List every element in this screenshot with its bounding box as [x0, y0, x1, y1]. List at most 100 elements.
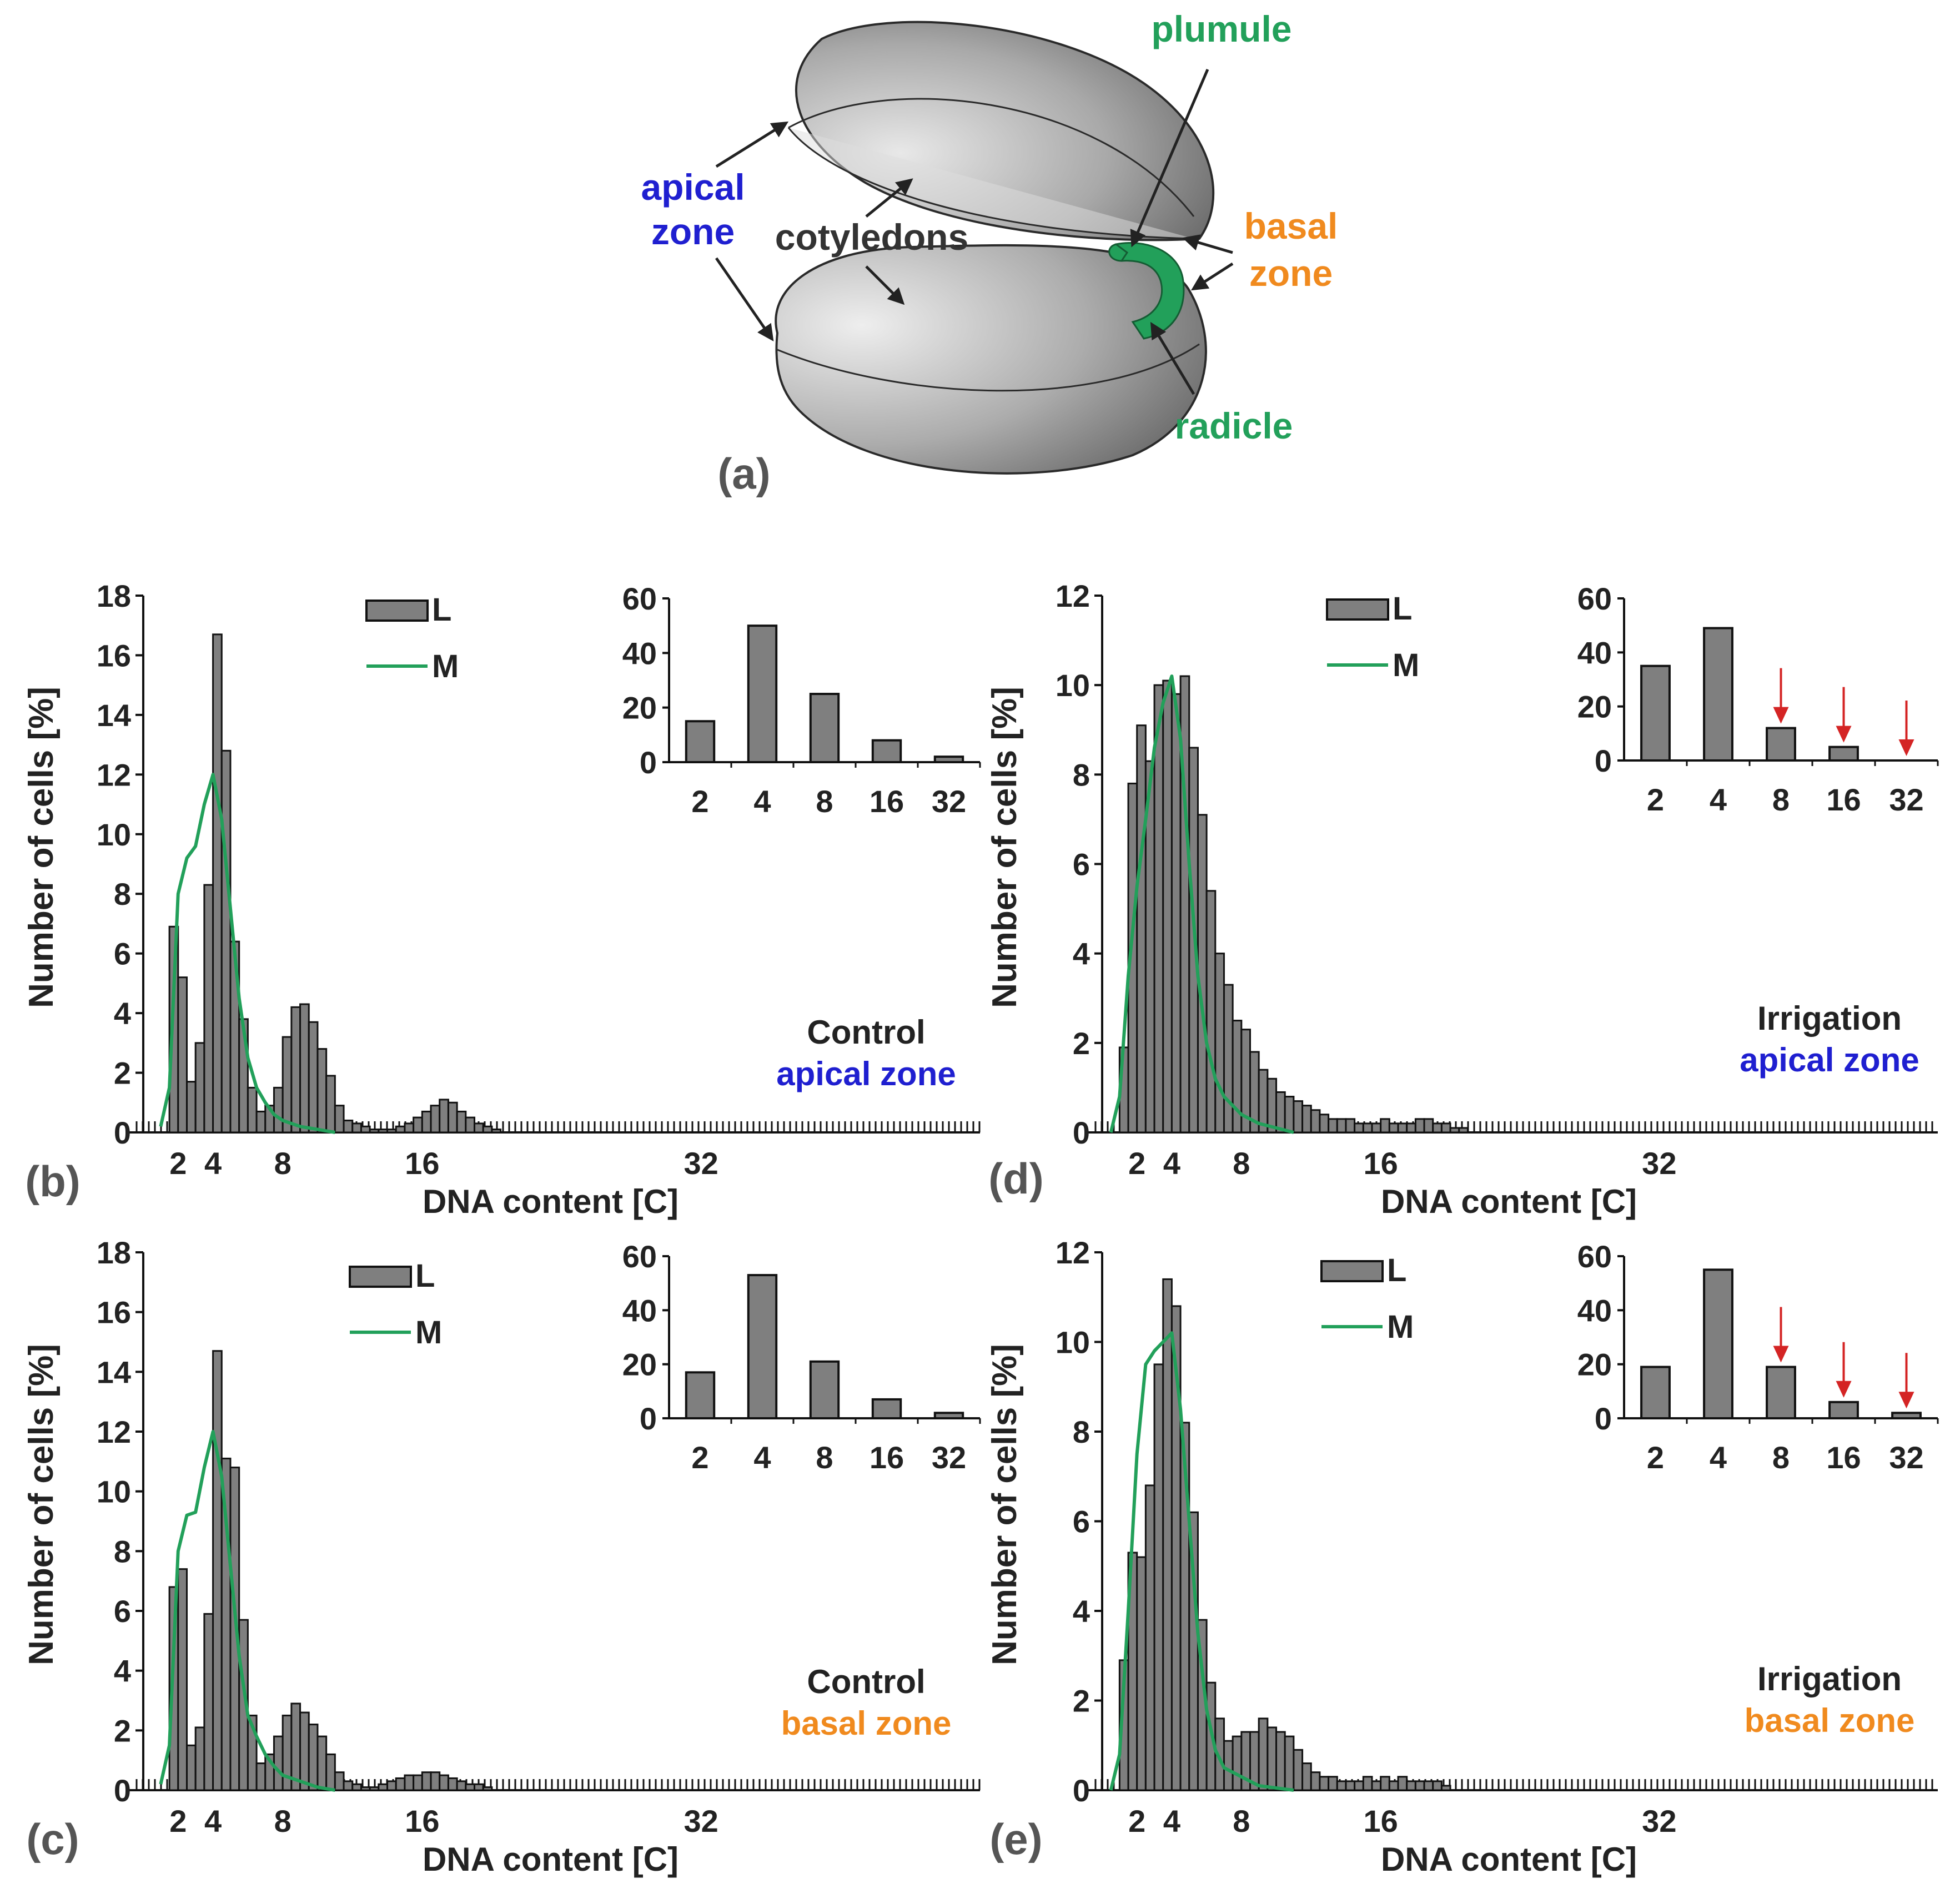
inset-x-tick-label: 8 [1772, 782, 1790, 817]
histogram-bar [1423, 1118, 1434, 1134]
histogram-bar [343, 1120, 354, 1134]
x-tick-label: 32 [684, 1804, 718, 1838]
histogram-bar [1319, 1776, 1330, 1791]
histogram-bars [1118, 675, 1469, 1134]
x-tick-label: 2 [169, 1804, 187, 1838]
x-tick-label: 8 [274, 1146, 292, 1181]
inset-x-tick-label: 4 [1710, 782, 1727, 817]
arrow-basal-top [1182, 234, 1233, 254]
histogram-bar [203, 884, 214, 1134]
histogram-bar [1153, 684, 1164, 1134]
y-tick-label: 18 [97, 578, 131, 613]
inset-chart: 0 20 40 60 2 4 8 16 32 [622, 581, 981, 819]
histogram-bar [1336, 1118, 1347, 1134]
y-axis-title: Number of cells [%] [986, 687, 1024, 1008]
y-tick-label: 14 [97, 1354, 131, 1389]
histogram-bar [1136, 724, 1147, 1134]
histogram-bar [404, 1122, 415, 1134]
histogram-bar [378, 1783, 389, 1791]
histogram-bar [177, 976, 188, 1134]
histogram-bar [177, 1568, 188, 1791]
histogram-bar [1432, 1780, 1443, 1791]
histogram-bar [1354, 1122, 1364, 1134]
histogram-bar [351, 1783, 362, 1791]
y-tick-label: 8 [114, 877, 131, 911]
y-tick-label: 10 [1056, 668, 1090, 703]
histogram-bar [1144, 1484, 1155, 1791]
inset-x-tick-label: 16 [1826, 1440, 1861, 1475]
x-tick-label: 8 [1233, 1146, 1250, 1181]
histogram-bar [255, 1110, 267, 1134]
histogram-bar [1354, 1780, 1364, 1791]
legend-label-l: L [415, 1258, 435, 1294]
inset-x-tick-label: 4 [753, 1440, 771, 1475]
legend-label-m: M [432, 648, 459, 684]
y-tick-label: 12 [1056, 1235, 1090, 1270]
inset-y-tick-label: 0 [1595, 1401, 1612, 1436]
histogram-bar [430, 1105, 441, 1134]
y-tick-label: 16 [97, 1295, 131, 1330]
histogram-bar [421, 1110, 432, 1134]
histogram-bar [343, 1780, 354, 1791]
x-tick-label: 8 [274, 1804, 292, 1838]
histogram-bar [1380, 1776, 1390, 1791]
histogram-bar [1293, 1100, 1304, 1134]
histogram-bar [1371, 1122, 1382, 1134]
histogram-bar [1267, 1726, 1278, 1791]
annotation-zone: basal zone [1745, 1702, 1915, 1739]
x-tick-label: 8 [1233, 1804, 1250, 1838]
panel-label-a: (a) [717, 449, 770, 498]
histogram-bar [1136, 1556, 1147, 1791]
histogram-bar [413, 1774, 423, 1791]
y-tick-label: 6 [1073, 847, 1090, 882]
histogram-bar [360, 1125, 371, 1134]
inset-bar [1640, 664, 1671, 762]
histogram-bar [491, 1129, 502, 1134]
histogram-bar [299, 1003, 310, 1134]
histogram-bar [1162, 679, 1173, 1134]
inset-x-tick-label: 4 [753, 784, 771, 819]
histogram-bar [1310, 1109, 1321, 1134]
label-basal: basal [1244, 205, 1338, 246]
histogram-bar [439, 1099, 449, 1134]
x-tick-label: 2 [1128, 1146, 1145, 1181]
histogram-bar [1440, 1122, 1451, 1134]
histogram-bar [273, 1086, 284, 1134]
histogram-bar [1214, 953, 1225, 1134]
inset-y-tick-label: 60 [1577, 1239, 1612, 1274]
histogram-bar [1336, 1780, 1347, 1791]
x-tick-label: 16 [405, 1146, 439, 1181]
histogram-bar [1293, 1749, 1304, 1791]
histogram-bar [1345, 1780, 1356, 1791]
y-tick-label: 8 [1073, 757, 1090, 792]
histogram-bar [1275, 1091, 1286, 1134]
histogram-bar [1258, 1717, 1269, 1791]
inset-bar [747, 624, 778, 763]
histogram-bar [1406, 1780, 1416, 1791]
legend-label-m: M [1393, 647, 1419, 683]
histogram-bar [1423, 1780, 1434, 1791]
histogram-bar [482, 1786, 493, 1791]
annotation-treatment: Irrigation [1757, 1660, 1902, 1697]
y-tick-label: 4 [1073, 1594, 1090, 1629]
histogram-bar [447, 1101, 458, 1134]
arrow-plumule [1130, 69, 1209, 248]
histogram-bar [1397, 1776, 1408, 1791]
histogram-bar [1301, 1762, 1312, 1791]
histogram-bar [316, 1735, 328, 1791]
histogram-bar [1223, 1740, 1234, 1791]
arrow-cotyledon-bottom [865, 265, 905, 305]
y-tick-label: 12 [1056, 578, 1090, 613]
inset-chart: 0 20 40 60 2 4 8 16 32 [622, 1239, 981, 1475]
x-tick-label: 32 [1642, 1804, 1676, 1838]
x-tick-label: 4 [204, 1146, 222, 1181]
red-arrow-head [1773, 1346, 1789, 1363]
histogram-bar [185, 1744, 197, 1791]
histogram-bars [168, 633, 502, 1134]
inset-bar [1703, 627, 1733, 762]
arrow-radicle [1150, 321, 1195, 395]
histogram-bar [474, 1122, 484, 1134]
histogram-bar [185, 1081, 197, 1134]
